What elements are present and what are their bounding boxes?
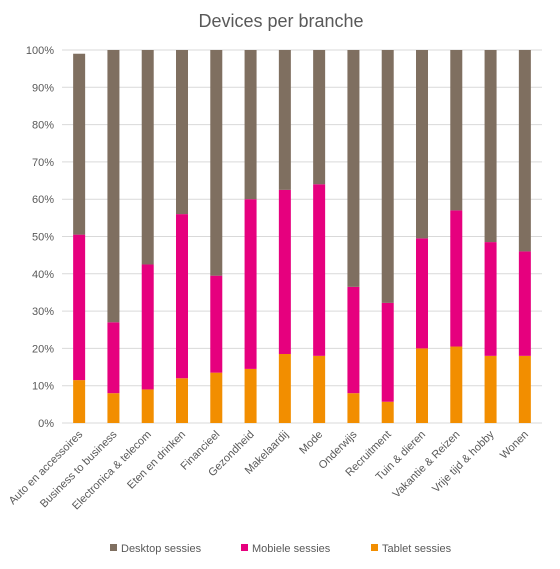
bar-segment xyxy=(450,346,463,423)
bar-segment xyxy=(313,184,326,356)
bar-segment xyxy=(210,275,223,373)
chart-title: Devices per branche xyxy=(198,11,363,31)
y-tick-label: 70% xyxy=(32,157,54,169)
bar-segment xyxy=(107,393,120,423)
bar-segment xyxy=(244,368,257,423)
bar-segment xyxy=(313,50,326,185)
y-axis-ticks: 0% 10% 20% 30% 40% 50% 60% 70% 80% 90% 100% xyxy=(26,45,54,430)
bar-segment xyxy=(518,251,531,356)
bar-segment xyxy=(416,50,428,239)
bar-segment xyxy=(381,302,394,402)
bar-segment xyxy=(141,50,154,265)
y-tick-label: 30% xyxy=(32,306,54,318)
legend-swatch xyxy=(110,544,117,551)
bar-segment xyxy=(73,380,86,423)
bar-segment xyxy=(176,214,188,379)
legend: Desktop sessies Mobiele sessies Tablet ses… xyxy=(110,543,452,555)
bars xyxy=(73,50,531,423)
bar-segment xyxy=(416,348,428,423)
bar-segment xyxy=(244,50,257,200)
y-tick-label: 20% xyxy=(32,343,54,355)
bar-segment xyxy=(278,50,291,190)
bar-segment xyxy=(73,53,86,235)
bar-segment xyxy=(484,355,497,423)
bar-segment xyxy=(176,50,188,215)
bar-segment xyxy=(450,210,463,347)
bar-segment xyxy=(141,389,154,423)
y-tick-label: 40% xyxy=(32,269,54,281)
bar-segment xyxy=(73,234,86,381)
bar-segment xyxy=(518,50,531,252)
bar-segment xyxy=(381,401,394,423)
bar-segment xyxy=(484,242,497,356)
y-tick-label: 100% xyxy=(26,45,54,57)
bar-segment xyxy=(313,355,326,423)
bar-segment xyxy=(518,355,531,423)
legend-swatch xyxy=(241,544,248,551)
legend-label: Tablet sessies xyxy=(382,543,452,555)
bar-segment xyxy=(347,286,360,394)
bar-segment xyxy=(107,322,120,394)
legend-swatch xyxy=(371,544,378,551)
bar-segment xyxy=(381,50,394,303)
bar-segment xyxy=(450,50,463,211)
bar-segment xyxy=(210,372,223,423)
bar-segment xyxy=(278,189,291,354)
y-tick-label: 50% xyxy=(32,232,54,244)
bar-segment xyxy=(210,50,223,276)
bar-segment xyxy=(347,393,360,423)
category-label: Vrije tijd & hobby xyxy=(430,428,497,495)
bar-segment xyxy=(347,50,360,287)
y-tick-label: 60% xyxy=(32,194,54,206)
category-label: Mode xyxy=(297,429,325,457)
category-label: Wonen xyxy=(498,429,531,462)
bar-segment xyxy=(107,50,120,323)
y-tick-label: 0% xyxy=(38,418,54,430)
bar-segment xyxy=(416,238,428,349)
y-tick-label: 10% xyxy=(32,381,54,393)
bar-segment xyxy=(278,353,291,423)
legend-label: Desktop sessies xyxy=(121,543,202,555)
bar-segment xyxy=(141,264,154,390)
bar-segment xyxy=(484,50,497,243)
y-tick-label: 80% xyxy=(32,120,54,132)
y-tick-label: 90% xyxy=(32,82,54,94)
bar-segment xyxy=(244,199,257,369)
bar-segment xyxy=(176,378,188,423)
legend-label: Mobiele sessies xyxy=(252,543,331,555)
gridlines xyxy=(62,49,542,424)
